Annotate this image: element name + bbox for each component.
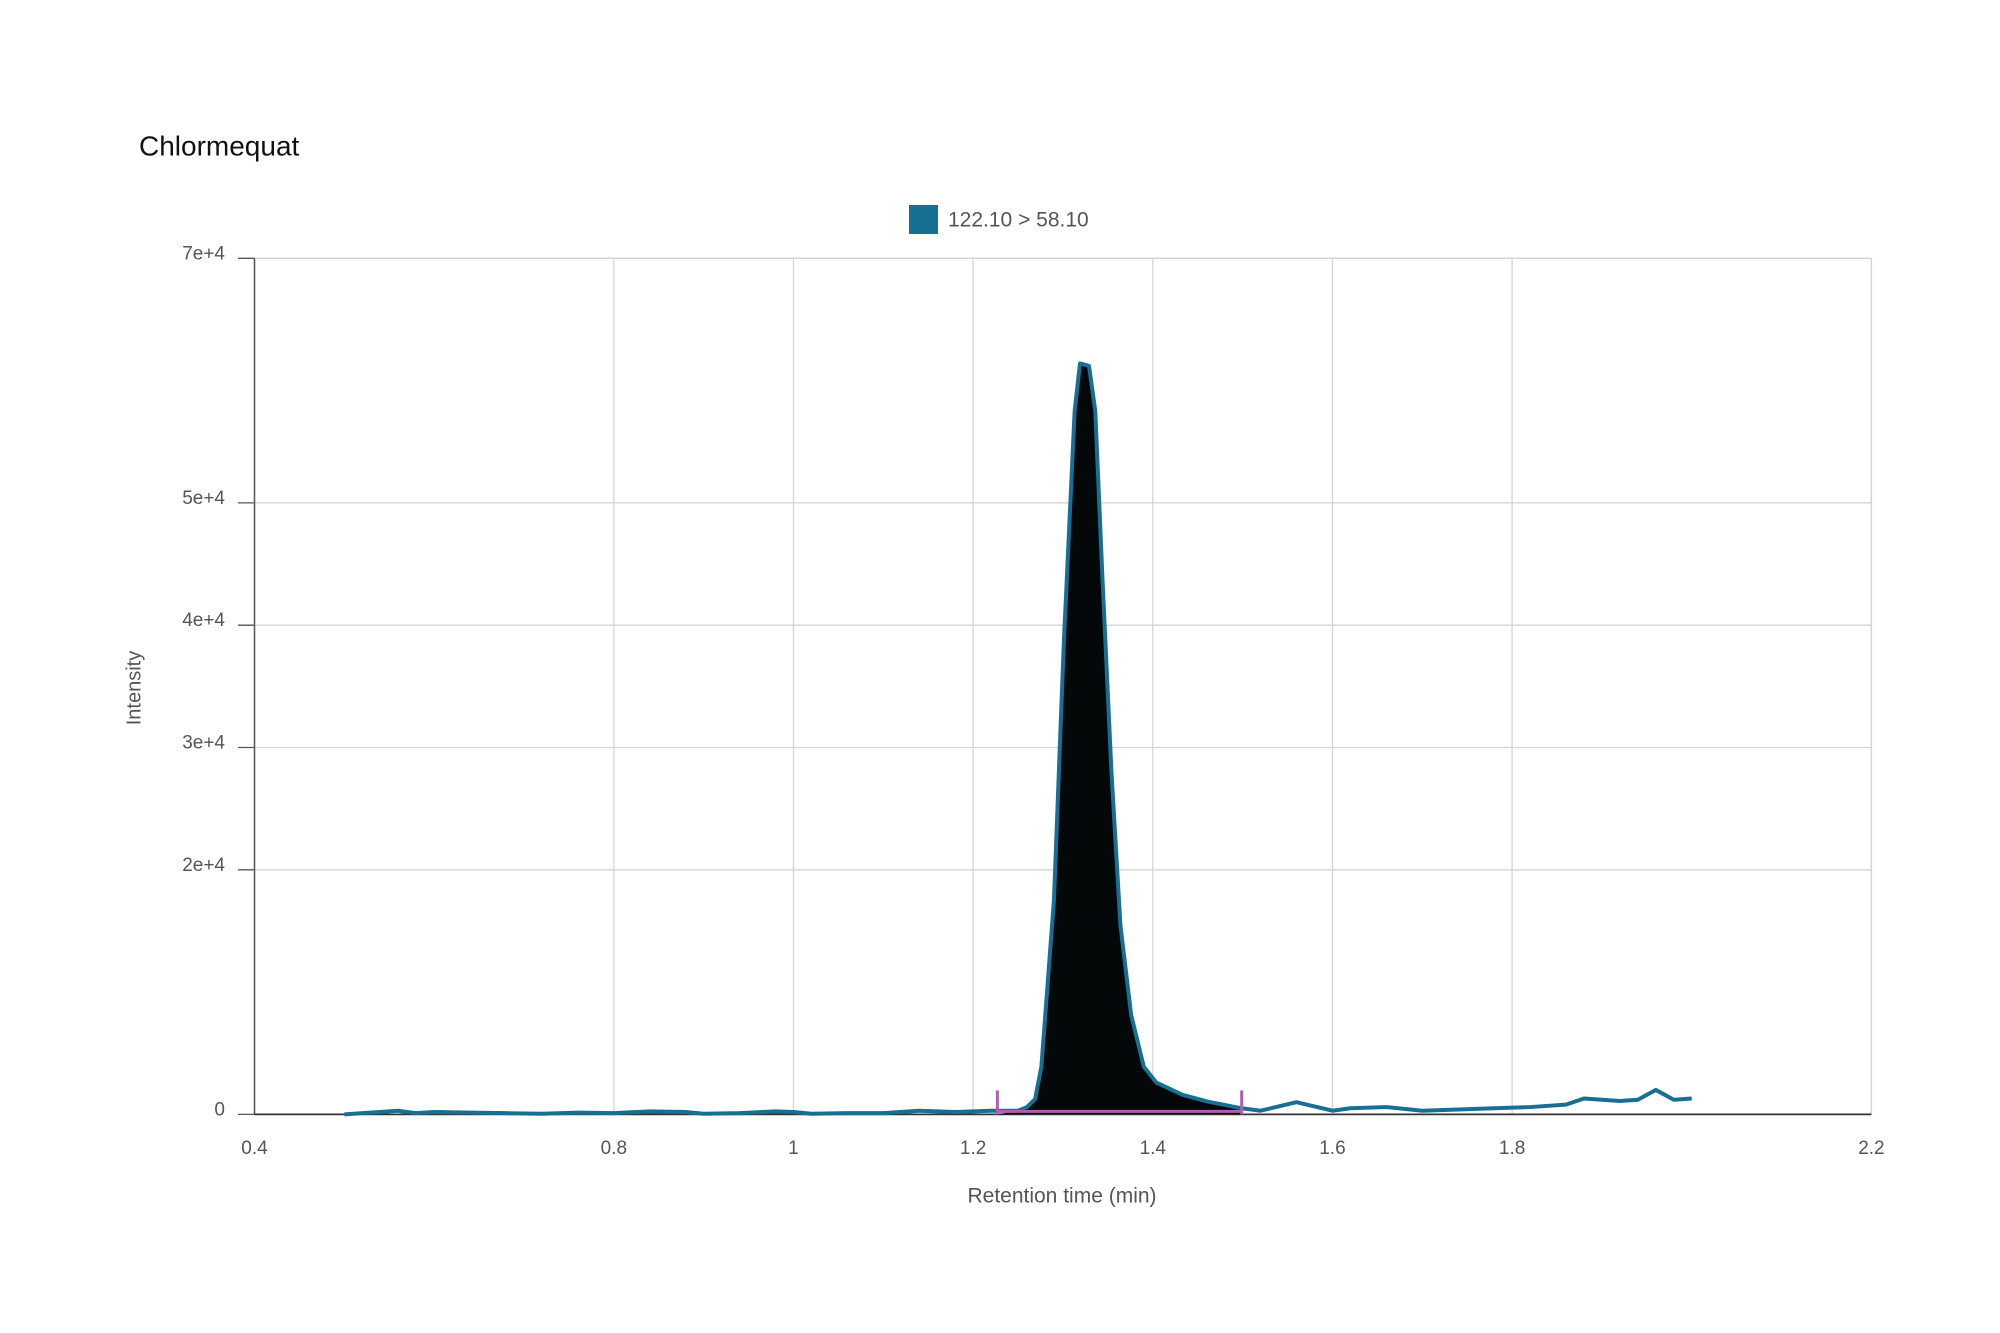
chart-title: Chlormequat [139,130,300,161]
legend-label: 122.10 > 58.10 [948,209,1089,232]
peak-area [997,363,1242,1115]
x-tick-label: 0.4 [241,1138,268,1159]
y-tick-label: 5e+4 [182,488,225,509]
series-line [344,361,1692,1117]
legend-swatch [909,205,938,234]
y-tick-label: 2e+4 [182,855,225,876]
x-axis-label: Retention time (min) [967,1185,1156,1208]
x-tick-label: 1 [788,1138,799,1159]
x-tick-label: 1.6 [1319,1138,1345,1159]
y-tick-label: 0 [214,1099,225,1120]
y-tick-label: 4e+4 [182,610,225,631]
y-tick-label: 7e+4 [182,243,225,264]
x-tick-label: 1.4 [1140,1138,1167,1159]
x-tick-label: 0.8 [601,1138,627,1159]
x-tick-label: 2.2 [1858,1138,1884,1159]
x-tick-label: 1.2 [960,1138,986,1159]
y-axis-label: Intensity [123,651,145,725]
y-tick-label: 3e+4 [182,733,225,754]
x-tick-label: 1.8 [1499,1138,1525,1159]
